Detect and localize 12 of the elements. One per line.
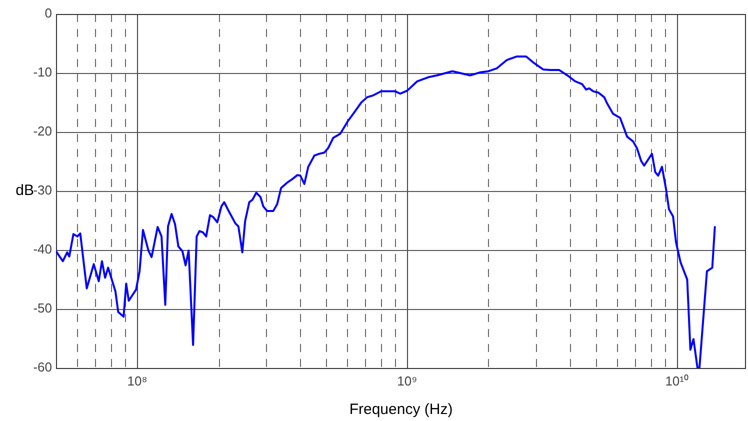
y-tick-label: 0 — [44, 6, 52, 21]
x-tick-label: 10⁹ — [397, 373, 418, 388]
y-tick-label: -40 — [33, 242, 52, 257]
y-tick-label: -10 — [33, 64, 52, 80]
x-tick-label: 10¹⁰ — [665, 373, 689, 388]
y-tick-label: -60 — [33, 360, 52, 375]
y-axis-title: dB — [16, 182, 34, 200]
y-tick-label: -30 — [33, 182, 52, 198]
x-tick-label: 10⁸ — [127, 373, 148, 388]
y-tick-label: -50 — [33, 300, 52, 316]
y-tick-label: -20 — [33, 124, 52, 139]
x-axis-title: Frequency (Hz) — [349, 401, 453, 418]
